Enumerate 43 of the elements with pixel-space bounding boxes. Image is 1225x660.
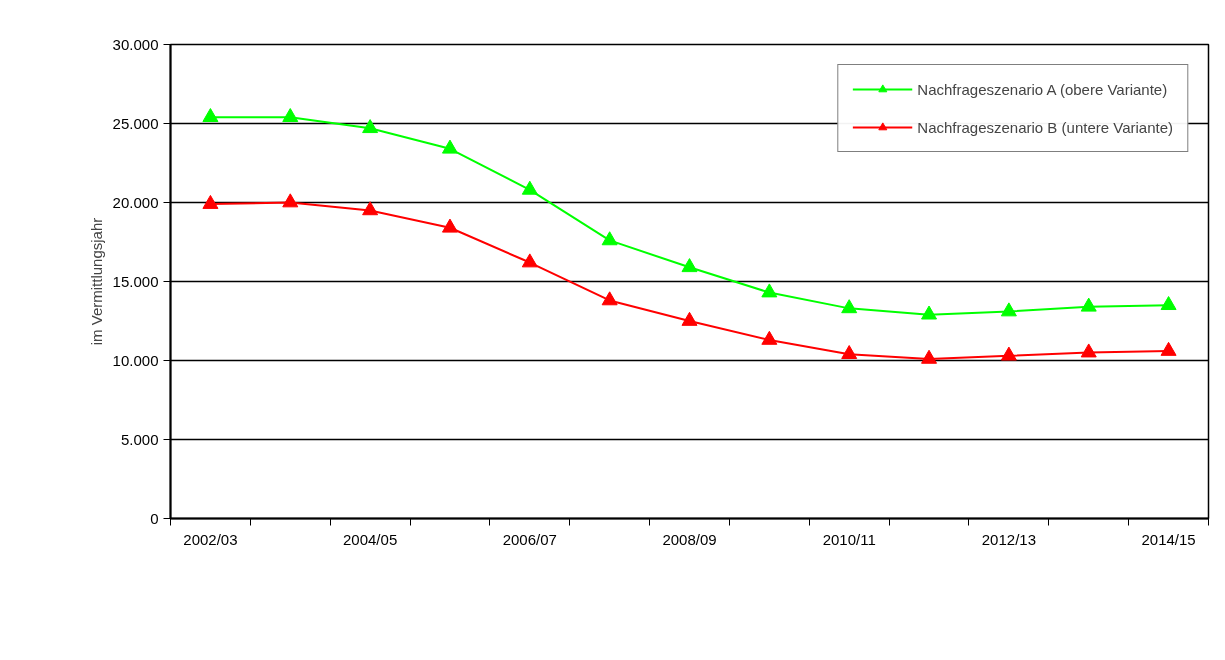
point: [521, 253, 538, 268]
point: [681, 311, 698, 326]
point: [282, 108, 299, 123]
point: [521, 180, 538, 195]
x-tick-label: 2004/05: [343, 530, 398, 548]
point: [362, 201, 379, 216]
point: [601, 231, 618, 246]
point: [761, 330, 778, 345]
x-tick-label: 2012/13: [981, 530, 1037, 548]
y-tick-label: 5.000: [120, 430, 159, 448]
x-tick-label: 2008/09: [662, 530, 717, 548]
point: [1160, 296, 1177, 311]
point: [1160, 341, 1177, 356]
point: [681, 258, 698, 273]
y-tick-label: 20.000: [112, 193, 159, 211]
x-tick-label: 2006/07: [502, 530, 557, 548]
point: [202, 194, 219, 209]
point: [1080, 343, 1097, 358]
y-tick-label: 25.000: [112, 114, 159, 132]
point: [1000, 302, 1017, 317]
point: [441, 218, 458, 233]
point: [362, 119, 379, 134]
point: [1000, 346, 1017, 361]
x-tick-label: 2014/15: [1141, 530, 1196, 548]
point: [841, 345, 858, 360]
y-tick-label: 15.000: [112, 272, 159, 290]
point: [841, 299, 858, 314]
point: [282, 193, 299, 208]
y-tick-label: 10.000: [112, 351, 159, 369]
point: [921, 305, 938, 320]
legend-label: Nachfrageszenario B (untere Variante): [917, 118, 1173, 136]
y-axis-title: im Vermittlungsjahr: [87, 217, 105, 346]
legend-label: Nachfrageszenario A (obere Variante): [917, 80, 1168, 98]
point: [202, 108, 219, 123]
point: [761, 283, 778, 298]
x-tick-label: 2010/11: [822, 530, 876, 548]
x-tick-label: 2002/03: [183, 530, 238, 548]
y-tick-label: 0: [150, 509, 159, 527]
point: [441, 139, 458, 154]
point: [601, 291, 618, 306]
y-tick-label: 30.000: [112, 35, 159, 53]
point: [921, 349, 938, 364]
point: [1080, 297, 1097, 312]
